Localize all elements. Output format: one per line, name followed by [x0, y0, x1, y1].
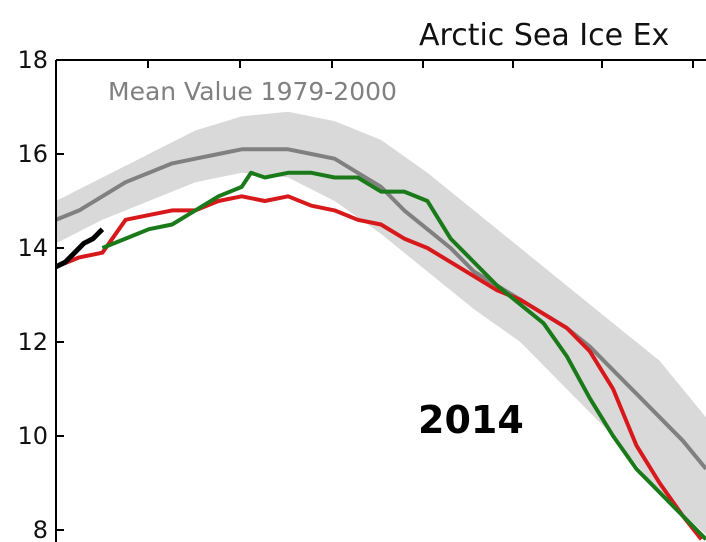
chart-title: Arctic Sea Ice Ex — [419, 18, 669, 53]
y-tick-label: 10 — [17, 422, 48, 450]
y-tick-label: 8 — [33, 516, 48, 542]
current-series-line — [56, 227, 105, 270]
mean-line — [56, 147, 706, 471]
y-tick-label: 12 — [17, 328, 48, 356]
red-series-line — [56, 194, 703, 541]
mean-value-label: Mean Value 1979-2000 — [108, 77, 397, 106]
y-tick-label: 14 — [17, 234, 48, 262]
y-axis-ticks: 18 16 14 12 10 8 — [17, 46, 64, 542]
mean-range-band — [56, 111, 706, 535]
y-tick-label: 16 — [17, 140, 48, 168]
year-label: 2014 — [418, 398, 524, 442]
green-series-line — [101, 170, 706, 541]
axes — [55, 59, 706, 542]
y-tick-label: 18 — [17, 46, 48, 74]
